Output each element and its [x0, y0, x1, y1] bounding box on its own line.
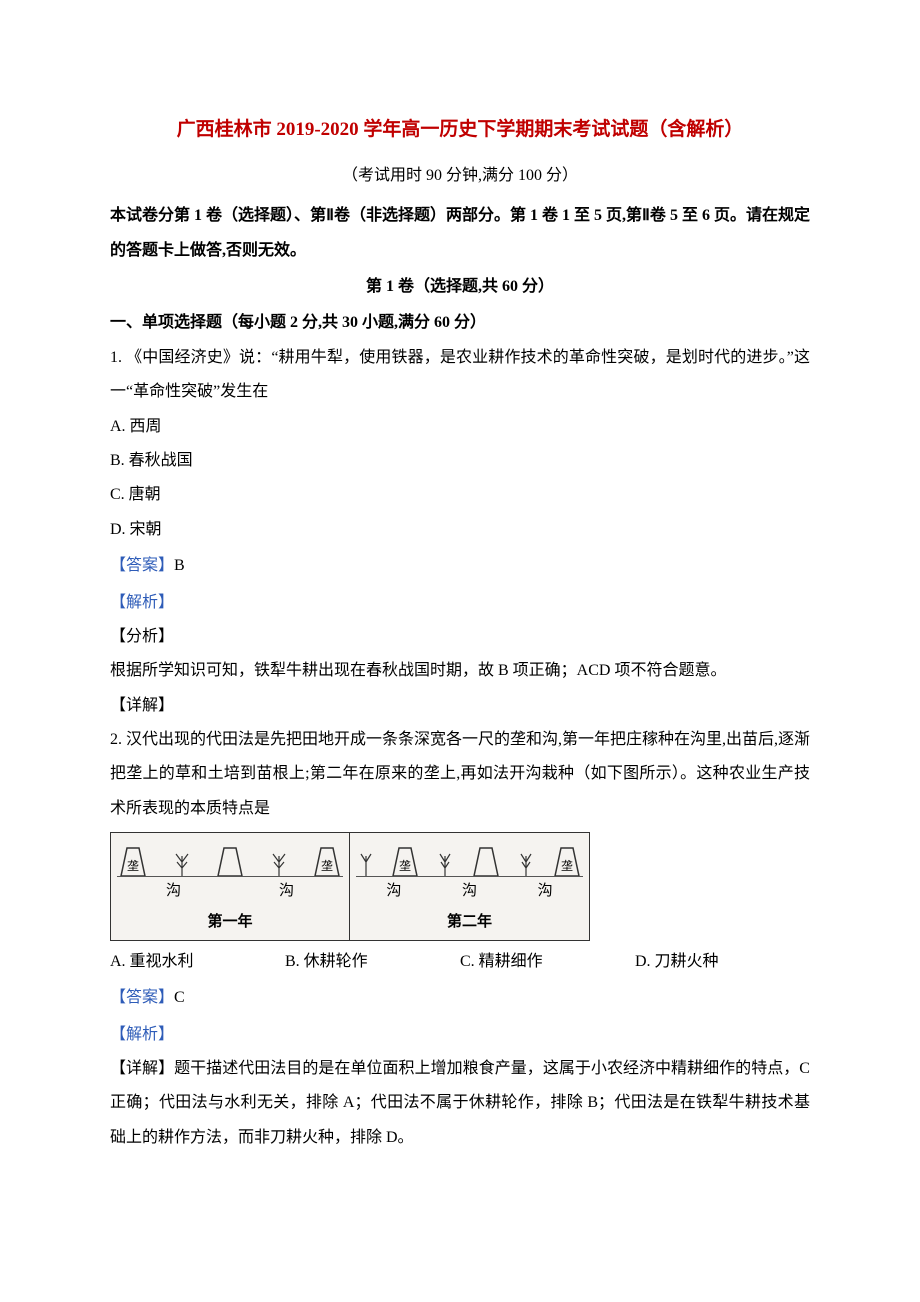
ridge-icon: 垄 [389, 842, 421, 876]
answer-label: 【答案】 [110, 557, 174, 574]
long-label: 垄 [561, 859, 573, 873]
ridge-icon [214, 842, 246, 876]
long-label: 垄 [399, 859, 411, 873]
ridge-icon: 垄 [311, 842, 343, 876]
gou-label: 沟 [462, 875, 477, 907]
daitianfa-diagram: 垄 垄 沟 沟 第一年 垄 垄 沟 沟 沟 第二年 [110, 832, 810, 941]
gou-label: 沟 [279, 875, 294, 907]
long-label: 垄 [127, 859, 139, 873]
diagram-year1-row: 垄 垄 [117, 837, 343, 877]
document-subtitle: （考试用时 90 分钟,满分 100 分） [110, 159, 810, 193]
q2-stem: 2. 汉代出现的代田法是先把田地开成一条条深宽各一尺的垄和沟,第一年把庄稼种在沟… [110, 723, 810, 826]
section1-heading: 第 1 卷（选择题,共 60 分） [110, 270, 810, 304]
q2-answer-line: 【答案】C [110, 981, 810, 1015]
q1-option-b: B. 春秋战国 [110, 444, 810, 478]
long-label: 垄 [321, 859, 333, 873]
answer-label: 【答案】 [110, 989, 174, 1006]
gou-label: 沟 [538, 875, 553, 907]
xiangjie-label: 【详解】 [110, 1060, 174, 1077]
answer-value: B [174, 557, 185, 574]
q2-option-a: A. 重视水利 [110, 945, 285, 979]
xiangjie-text: 题干描述代田法目的是在单位面积上增加粮食产量，这属于小农经济中精耕细作的特点，C… [110, 1060, 810, 1146]
gou-label: 沟 [166, 875, 181, 907]
q1-stem: 1. 《中国经济史》说：“耕用牛犁，使用铁器，是农业耕作技术的革命性突破，是划时… [110, 341, 810, 410]
q2-option-b: B. 休耕轮作 [285, 945, 460, 979]
q2-option-d: D. 刀耕火种 [635, 945, 810, 979]
q1-xiangjie-label: 【详解】 [110, 689, 810, 723]
diagram-year1-labels: 沟 沟 [117, 875, 343, 907]
diagram-year1-label: 第一年 [117, 906, 343, 938]
q1-fenxi-label: 【分析】 [110, 620, 810, 654]
q2-options-row: A. 重视水利 B. 休耕轮作 C. 精耕细作 D. 刀耕火种 [110, 945, 810, 979]
q2-option-c: C. 精耕细作 [460, 945, 635, 979]
q1-option-d: D. 宋朝 [110, 513, 810, 547]
answer-value: C [174, 989, 185, 1006]
document-title: 广西桂林市 2019-2020 学年高一历史下学期期末考试试题（含解析） [110, 110, 810, 151]
plant-icon [264, 842, 294, 876]
ridge-icon: 垄 [551, 842, 583, 876]
q1-option-a: A. 西周 [110, 410, 810, 444]
q1-answer-line: 【答案】B [110, 549, 810, 583]
section1-sub: 一、单项选择题（每小题 2 分,共 30 小题,满分 60 分） [110, 306, 810, 340]
plant-icon [433, 842, 457, 876]
gou-label: 沟 [386, 875, 401, 907]
q2-jiexi-label: 【解析】 [110, 1018, 810, 1052]
diagram-year1-panel: 垄 垄 沟 沟 第一年 [110, 832, 350, 941]
q1-fenxi-text: 根据所学知识可知，铁犁牛耕出现在春秋战国时期，故 B 项正确；ACD 项不符合题… [110, 654, 810, 688]
diagram-year2-row: 垄 垄 [356, 837, 583, 877]
q1-option-c: C. 唐朝 [110, 478, 810, 512]
diagram-year2-label: 第二年 [356, 906, 583, 938]
q2-xiangjie: 【详解】题干描述代田法目的是在单位面积上增加粮食产量，这属于小农经济中精耕细作的… [110, 1052, 810, 1155]
diagram-year2-labels: 沟 沟 沟 [356, 875, 583, 907]
intro-paragraph: 本试卷分第 1 卷（选择题）、第Ⅱ卷（非选择题）两部分。第 1 卷 1 至 5 … [110, 199, 810, 268]
plant-icon [514, 842, 538, 876]
diagram-year2-panel: 垄 垄 沟 沟 沟 第二年 [350, 832, 590, 941]
ridge-icon: 垄 [117, 842, 149, 876]
plant-icon [167, 842, 197, 876]
plant-icon [356, 842, 376, 876]
ridge-icon [470, 842, 502, 876]
q1-jiexi-label: 【解析】 [110, 586, 810, 620]
